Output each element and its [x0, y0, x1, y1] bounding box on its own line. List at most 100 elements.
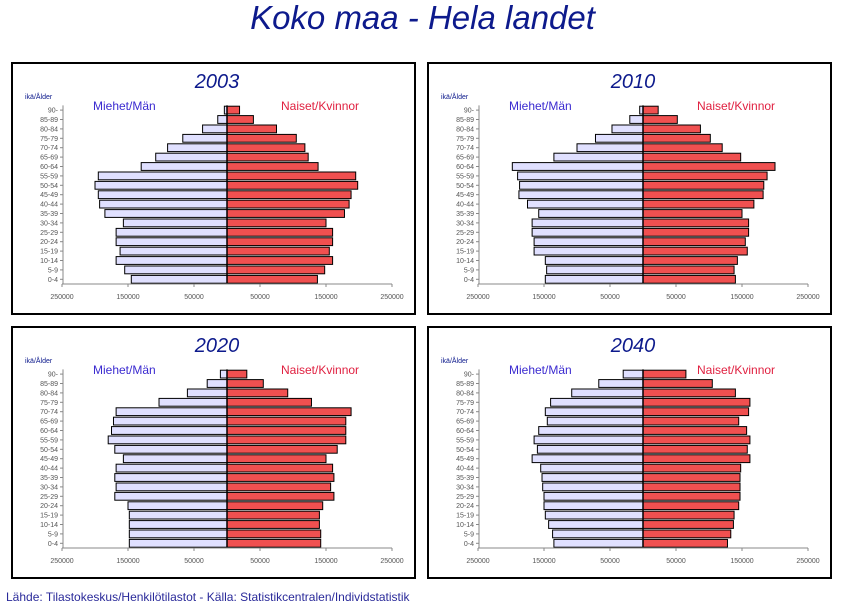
age-tick-label: 60-64	[456, 428, 474, 435]
age-tick-label: 50-54	[456, 183, 474, 190]
age-tick-label: 5-9	[48, 531, 58, 538]
x-tick-label: 50000	[250, 294, 270, 301]
age-tick-label: 85-89	[456, 381, 474, 388]
age-tick-label: 90-	[464, 372, 475, 379]
women-bar	[642, 246, 748, 256]
women-bar	[642, 369, 687, 379]
men-bar	[598, 379, 644, 388]
women-bar	[226, 124, 277, 134]
age-tick-label: 5-9	[464, 267, 474, 274]
age-tick-label: 30-34	[456, 484, 474, 491]
x-tick-label: 250000	[466, 558, 489, 565]
women-bar	[642, 152, 742, 162]
age-tick-label: 80-84	[456, 390, 474, 397]
women-bar	[642, 482, 741, 492]
women-series-label: Naiset/Kvinnor	[281, 99, 359, 113]
women-series-label: Naiset/Kvinnor	[697, 363, 775, 377]
women-bar	[642, 463, 742, 473]
age-tick-label: 25-29	[40, 494, 58, 501]
pyramid-panel-2: 2020 Miehet/Män Naiset/Kvinnor ikä/Ålder 0-4…	[11, 326, 416, 579]
chart-title: 2010	[610, 71, 656, 93]
women-bar	[226, 407, 352, 417]
women-bar	[642, 115, 678, 124]
men-series-label: Miehet/Män	[93, 99, 156, 113]
women-bar	[226, 388, 289, 398]
age-tick-label: 85-89	[40, 117, 58, 124]
women-bar	[642, 162, 776, 171]
men-bar	[122, 218, 228, 228]
women-series-label: Naiset/Kvinnor	[281, 363, 359, 377]
men-bar	[158, 397, 228, 407]
age-tick-label: 90-	[48, 372, 59, 379]
men-bar	[518, 190, 644, 200]
age-tick-label: 85-89	[456, 117, 474, 124]
x-tick-label: 250000	[380, 558, 403, 565]
women-bar	[642, 520, 734, 529]
age-axis-label: ikä/Ålder	[25, 356, 53, 365]
men-bar	[182, 133, 228, 143]
age-tick-label: 50-54	[456, 447, 474, 454]
women-bar	[226, 152, 309, 162]
men-bar	[533, 435, 644, 445]
men-bar	[99, 199, 228, 209]
x-tick-label: 150000	[314, 558, 337, 565]
age-tick-label: 70-74	[40, 409, 58, 416]
x-tick-label: 150000	[116, 294, 139, 301]
x-tick-label: 150000	[116, 558, 139, 565]
men-bar	[511, 162, 644, 171]
women-bar	[226, 510, 320, 520]
men-bar	[127, 501, 228, 511]
women-bar	[642, 209, 743, 218]
men-bar	[544, 274, 644, 284]
age-tick-label: 10-14	[40, 522, 58, 529]
men-bar	[186, 388, 228, 398]
age-tick-label: 90-	[464, 108, 475, 115]
age-tick-label: 60-64	[40, 164, 58, 171]
age-tick-label: 30-34	[456, 220, 474, 227]
women-bar	[642, 435, 751, 445]
age-tick-label: 45-49	[40, 456, 58, 463]
age-tick-label: 35-39	[456, 211, 474, 218]
women-bar	[642, 379, 713, 388]
women-bar	[226, 482, 332, 492]
age-tick-label: 80-84	[40, 390, 58, 397]
men-bar	[622, 369, 644, 379]
pyramid-panel-0: 2003 Miehet/Män Naiset/Kvinnor ikä/Ålder 0-4…	[11, 62, 416, 315]
x-tick-label: 150000	[532, 294, 555, 301]
x-tick-label: 50000	[184, 558, 204, 565]
age-tick-label: 15-19	[40, 513, 58, 520]
age-tick-label: 75-79	[40, 400, 58, 407]
men-series-label: Miehet/Män	[509, 363, 572, 377]
men-bar	[541, 473, 644, 482]
women-bar	[226, 237, 334, 247]
age-tick-label: 50-54	[40, 183, 58, 190]
age-tick-label: 75-79	[40, 136, 58, 143]
women-bar	[642, 510, 735, 520]
women-bar	[226, 227, 334, 237]
women-bar	[226, 520, 320, 529]
age-tick-label: 45-49	[456, 192, 474, 199]
women-bar	[226, 105, 241, 115]
pyramid-chart-3: 2040 Miehet/Män Naiset/Kvinnor ikä/Ålder 0-4…	[441, 335, 820, 565]
age-tick-label: 35-39	[40, 475, 58, 482]
men-bar	[527, 199, 644, 209]
women-bar	[226, 454, 327, 464]
age-tick-label: 45-49	[456, 456, 474, 463]
age-tick-label: 10-14	[40, 258, 58, 265]
age-tick-label: 15-19	[40, 249, 58, 256]
men-bar	[543, 501, 644, 511]
women-bar	[226, 256, 334, 265]
women-bar	[226, 463, 334, 473]
age-tick-label: 0-4	[48, 277, 58, 284]
women-bar	[642, 388, 736, 398]
women-bar	[642, 454, 751, 464]
women-bar	[642, 274, 736, 284]
men-bar	[546, 416, 644, 426]
women-bar	[226, 180, 359, 190]
women-bar	[642, 426, 748, 435]
men-bar	[533, 246, 644, 256]
women-bar	[642, 256, 738, 265]
women-bar	[642, 124, 701, 134]
age-tick-label: 20-24	[456, 503, 474, 510]
women-bar	[226, 171, 357, 181]
